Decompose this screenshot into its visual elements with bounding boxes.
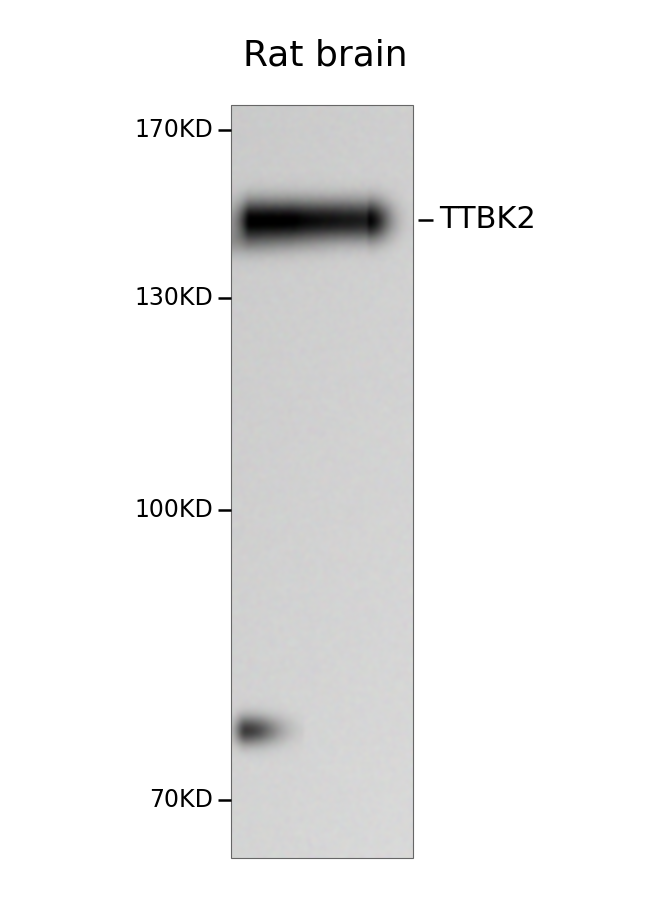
Text: 70KD: 70KD [149,788,213,812]
Bar [231,105,413,858]
Text: 170KD: 170KD [134,118,213,142]
Text: TTBK2: TTBK2 [439,206,536,235]
Text: Rat brain: Rat brain [242,38,408,72]
Text: 100KD: 100KD [134,498,213,522]
Text: 130KD: 130KD [134,286,213,310]
